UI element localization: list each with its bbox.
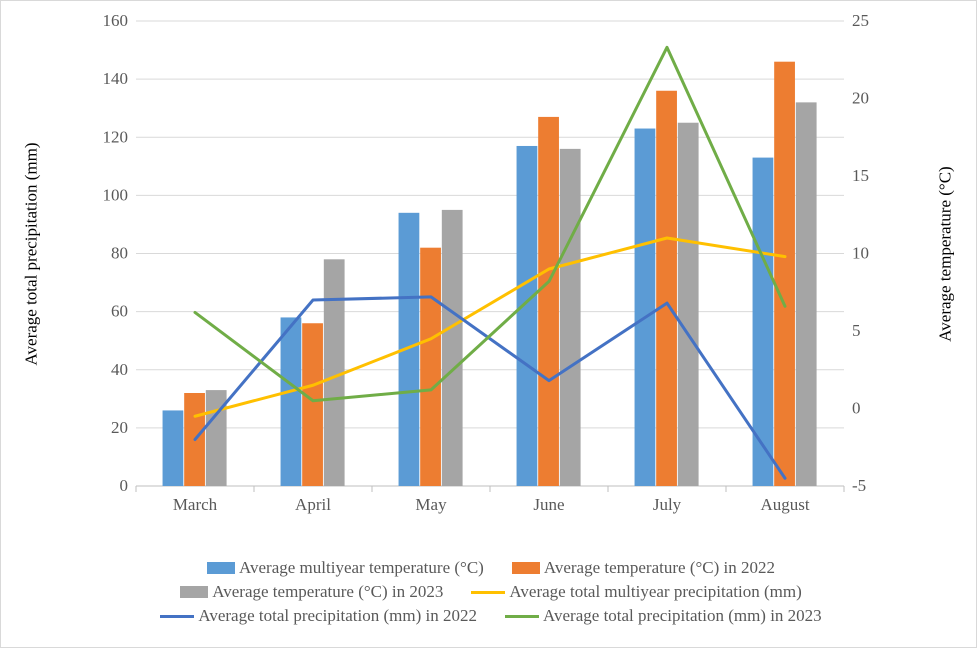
y-right-tick-label: 20 — [852, 89, 869, 108]
y-right-tick-label: -5 — [852, 476, 866, 495]
plot-area: 020406080100120140160-50510152025MarchAp… — [96, 21, 886, 526]
legend-label: Average total precipitation (mm) in 2023 — [543, 606, 822, 626]
y-left-tick-label: 40 — [111, 360, 128, 379]
legend-label: Average multiyear temperature (°C) — [239, 558, 484, 578]
bar — [420, 248, 441, 486]
chart-container: Average total precipitation (mm) Average… — [0, 0, 977, 648]
y-right-tick-label: 10 — [852, 244, 869, 263]
y-left-tick-label: 60 — [111, 302, 128, 321]
legend-item: Average temperature (°C) in 2023 — [180, 582, 443, 602]
bar — [538, 117, 559, 486]
y-axis-right-title-text: Average temperature (°C) — [936, 166, 956, 341]
legend-label: Average temperature (°C) in 2023 — [212, 582, 443, 602]
plot-svg: 020406080100120140160-50510152025MarchAp… — [96, 21, 886, 526]
x-tick-label: July — [653, 495, 682, 514]
legend: Average multiyear temperature (°C) Averag… — [96, 556, 886, 636]
y-right-tick-label: 15 — [852, 166, 869, 185]
y-left-tick-label: 80 — [111, 244, 128, 263]
y-left-tick-label: 100 — [103, 185, 129, 204]
y-axis-left-title-text: Average total precipitation (mm) — [21, 142, 41, 365]
x-tick-label: April — [295, 495, 331, 514]
bar — [442, 210, 463, 486]
x-tick-label: August — [760, 495, 809, 514]
y-axis-right-title: Average temperature (°C) — [936, 1, 956, 506]
legend-label: Average temperature (°C) in 2022 — [544, 558, 775, 578]
legend-label: Average total multiyear precipitation (m… — [509, 582, 801, 602]
legend-item: Average total precipitation (mm) in 2022 — [160, 606, 477, 626]
y-left-tick-label: 0 — [120, 476, 129, 495]
legend-item: Average multiyear temperature (°C) — [207, 558, 484, 578]
x-tick-label: June — [533, 495, 564, 514]
bar — [302, 323, 323, 486]
bar — [774, 62, 795, 486]
y-right-tick-label: 5 — [852, 321, 861, 340]
y-left-tick-label: 20 — [111, 418, 128, 437]
y-right-tick-label: 0 — [852, 399, 861, 418]
y-left-tick-label: 160 — [103, 11, 129, 30]
x-tick-label: March — [173, 495, 218, 514]
legend-label: Average total precipitation (mm) in 2022 — [198, 606, 477, 626]
legend-swatch-bar — [512, 562, 540, 574]
bar — [656, 91, 677, 486]
legend-swatch-line — [160, 615, 194, 618]
bar — [796, 102, 817, 486]
y-right-tick-label: 25 — [852, 11, 869, 30]
x-tick-label: May — [415, 495, 447, 514]
bar — [517, 146, 538, 486]
legend-item: Average temperature (°C) in 2022 — [512, 558, 775, 578]
bar — [635, 129, 656, 486]
bar — [560, 149, 581, 486]
legend-swatch-bar — [180, 586, 208, 598]
legend-item: Average total multiyear precipitation (m… — [471, 582, 801, 602]
legend-swatch-line — [505, 615, 539, 618]
bar — [281, 317, 302, 486]
bar — [678, 123, 699, 486]
y-left-tick-label: 140 — [103, 69, 129, 88]
y-axis-left-title: Average total precipitation (mm) — [21, 1, 41, 506]
legend-swatch-line — [471, 591, 505, 594]
legend-swatch-bar — [207, 562, 235, 574]
bar — [163, 410, 184, 486]
y-left-tick-label: 120 — [103, 127, 129, 146]
legend-item: Average total precipitation (mm) in 2023 — [505, 606, 822, 626]
